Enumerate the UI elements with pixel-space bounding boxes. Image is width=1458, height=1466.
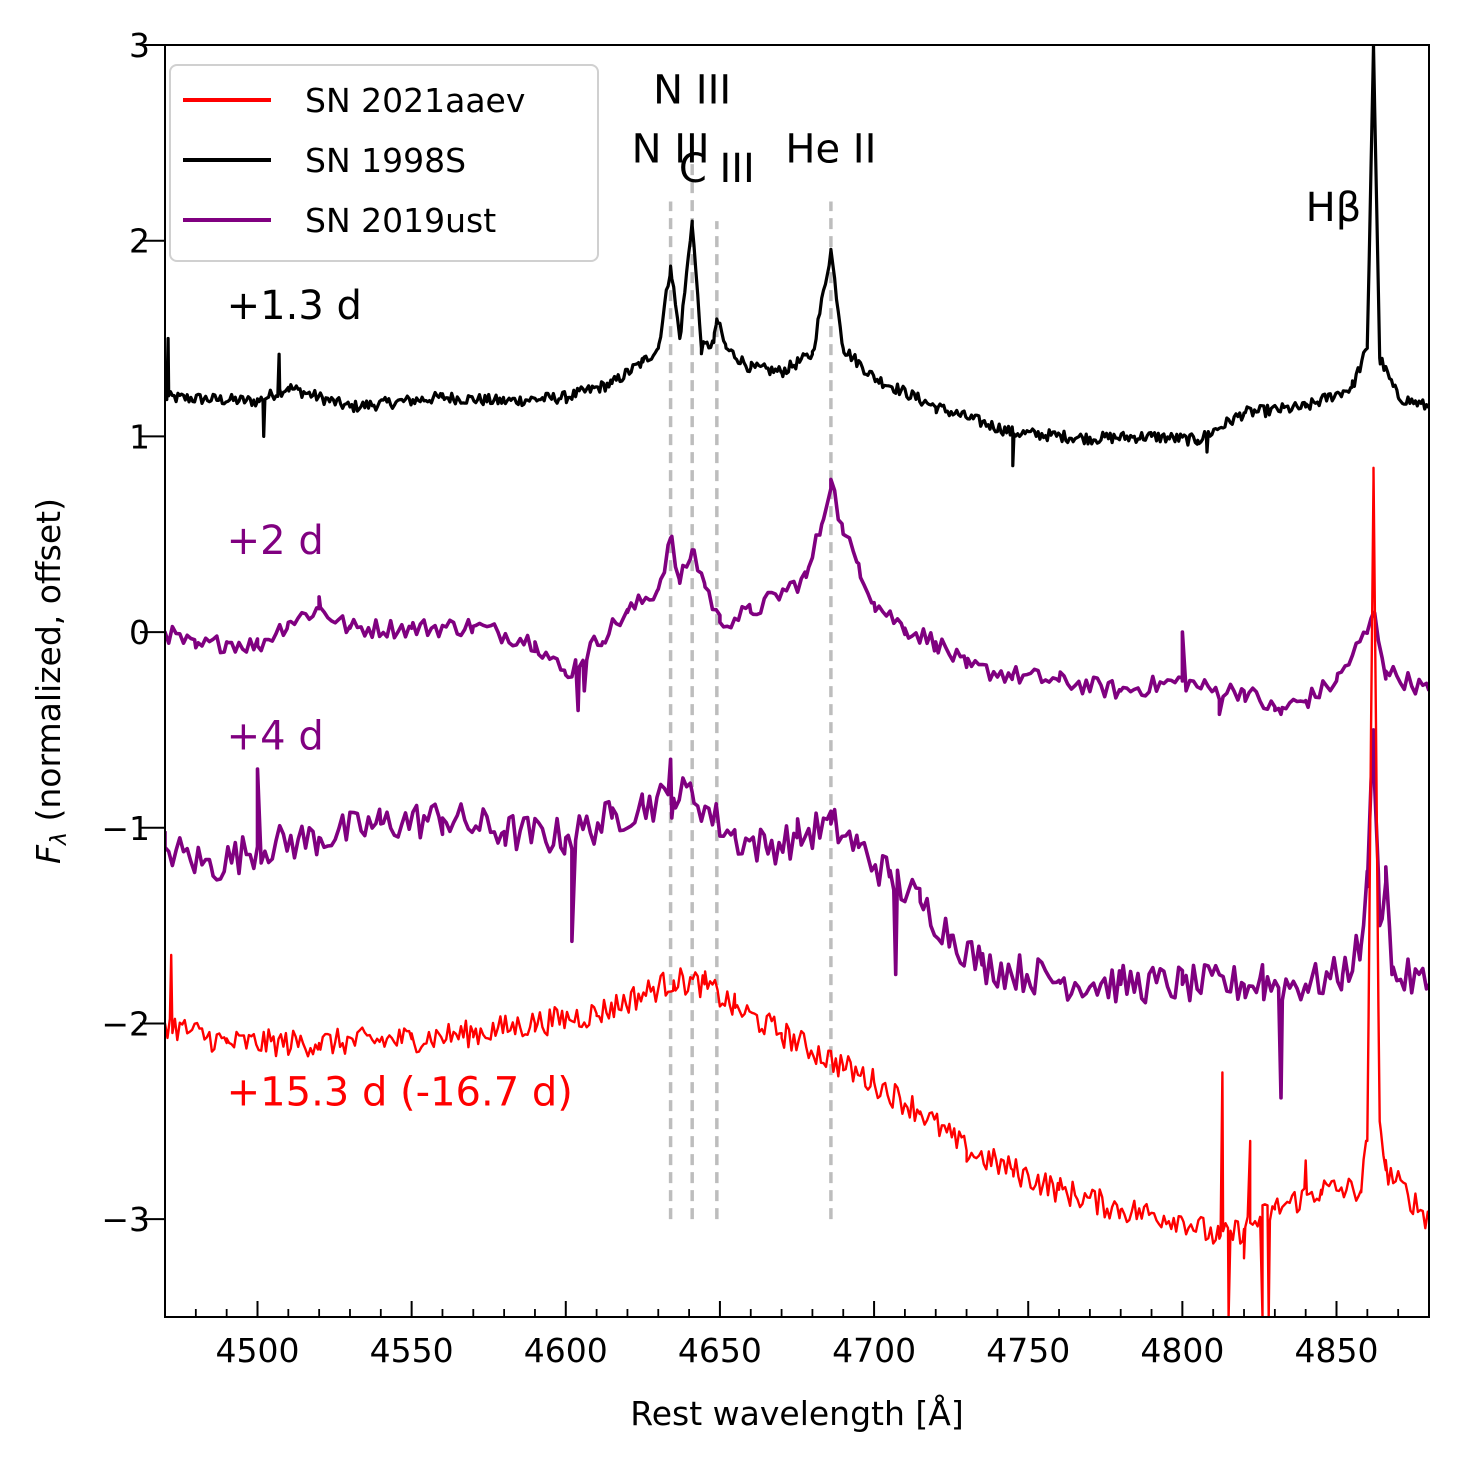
x-tick-label-4600: 4600 [524, 1331, 608, 1370]
y-tick-label--2: −2 [101, 1004, 150, 1043]
x-tick-label-4750: 4750 [986, 1331, 1070, 1370]
legend-label-sn2019ust: SN 2019ust [305, 201, 496, 240]
x-tick-label-4550: 4550 [370, 1331, 454, 1370]
y-tick-label-2: 2 [129, 222, 150, 261]
y-tick-label-0: 0 [129, 613, 150, 652]
legend-label-sn1998s: SN 1998S [305, 141, 466, 180]
x-axis-label: Rest wavelength [Å] [630, 1393, 963, 1433]
x-tick-label-4700: 4700 [832, 1331, 916, 1370]
marker-label-n-iii-1: N III [653, 68, 731, 114]
marker-label-he-ii-3: He II [785, 126, 876, 172]
plot-frame [164, 44, 1430, 1318]
series-line-sn-2019ust-2-d [165, 477, 1429, 717]
series-line-sn-2019ust-4-d [165, 728, 1429, 1100]
epoch-label-1-3-d: +1.3 d [227, 283, 362, 329]
legend-box [169, 64, 599, 262]
y-tick-label-3: 3 [129, 26, 150, 65]
epoch-label-2-d: +2 d [227, 518, 324, 564]
epoch-label-15-3-d-16-7-d: +15.3 d (-16.7 d) [227, 1070, 573, 1116]
y-tick-label-1: 1 [129, 417, 150, 456]
x-tick-label-4500: 4500 [215, 1331, 299, 1370]
y-tick-label--3: −3 [101, 1200, 150, 1239]
legend: SN 2021aaev SN 1998S SN 2019ust [169, 64, 599, 262]
x-tick-label-4850: 4850 [1295, 1331, 1379, 1370]
legend-label-sn2021aaev: SN 2021aaev [305, 81, 525, 120]
y-tick-label--1: −1 [101, 809, 150, 848]
x-tick-label-4650: 4650 [678, 1331, 762, 1370]
series-line-sn-2021aaev-15-3-d-16-7-d [165, 466, 1429, 1317]
line-markers [668, 142, 833, 1220]
y-axis-label-sub: λ [47, 832, 72, 846]
epoch-label-4-d: +4 d [227, 713, 324, 759]
marker-label-n-iii-0: N III [632, 126, 710, 172]
y-axis-label-rest: (normalized, offset) [29, 498, 68, 832]
series-group [165, 45, 1429, 1317]
y-axis-label-main: F [29, 844, 68, 864]
marker-label-c-iii-2: C III [679, 146, 755, 192]
axis-ticks: 4500 4550 4600 4650 4700 4750 4800 4850 3 2 1 0 −1 −2… [101, 26, 1430, 1370]
h-beta-label: Hβ [1306, 185, 1362, 231]
x-tick-label-4800: 4800 [1140, 1331, 1224, 1370]
series-line-sn-1998s-1-3-d [165, 45, 1429, 468]
y-axis-label: Fλ (normalized, offset) [29, 498, 72, 864]
